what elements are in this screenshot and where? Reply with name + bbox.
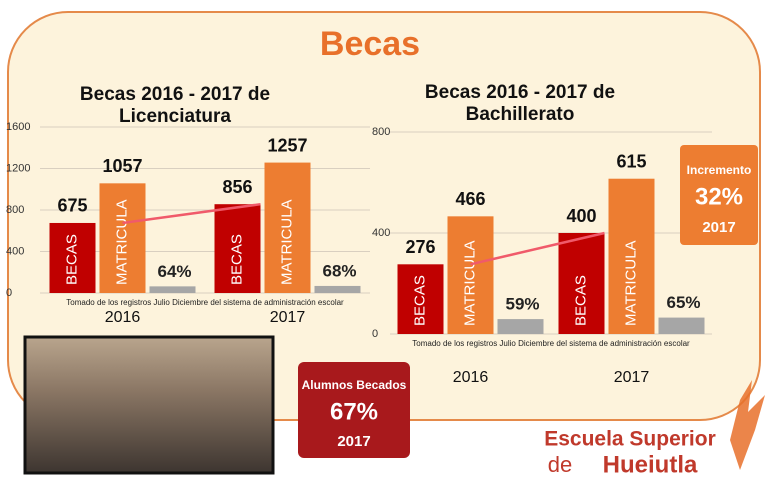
callout-value: 32% — [695, 183, 743, 210]
logo-mark — [730, 380, 765, 470]
x-tick-label: 2017 — [614, 369, 650, 386]
bar — [149, 286, 196, 293]
data-label: 276 — [405, 237, 435, 257]
y-tick-label: 800 — [372, 126, 390, 138]
y-tick-label: 800 — [6, 204, 24, 216]
bar — [658, 317, 705, 334]
y-tick-label: 1200 — [6, 162, 30, 174]
x-tick-label: 2016 — [105, 309, 141, 326]
bar — [214, 204, 261, 293]
bar-name: BECAS — [63, 234, 80, 285]
chart-title: Becas 2016 - 2017 de Licenciatura — [79, 84, 271, 127]
bar — [497, 319, 544, 334]
data-label: 64% — [157, 262, 191, 281]
trend-line — [122, 202, 261, 225]
chart-note: Tomado de los registros Julio Diciembre … — [66, 298, 344, 307]
page-title: Becas — [320, 25, 420, 63]
logo-text: Hueiutla — [603, 451, 698, 477]
callout-box — [298, 362, 410, 458]
data-label: 1257 — [267, 135, 307, 155]
y-tick-label: 1600 — [6, 121, 30, 133]
callout-year: 2017 — [337, 433, 370, 450]
bar — [608, 178, 655, 334]
photo — [23, 335, 275, 475]
callout-title: Alumnos Becados — [302, 378, 407, 392]
data-label: 675 — [57, 196, 87, 216]
bar-name: BECAS — [572, 275, 589, 326]
data-label: 466 — [455, 189, 485, 209]
bar-name: MATRICULA — [278, 199, 295, 285]
data-label: 615 — [616, 151, 646, 171]
logo-text: Escuela Superior — [544, 428, 716, 451]
x-tick-label: 2017 — [270, 309, 306, 326]
bar-name: BECAS — [228, 234, 245, 285]
logo-text: de — [548, 452, 572, 477]
bar — [397, 264, 444, 334]
data-label: 1057 — [102, 156, 142, 176]
chart-note: Tomado de los registros Julio Diciembre … — [412, 339, 690, 348]
bar-name: MATRICULA — [113, 199, 130, 285]
bar — [264, 162, 311, 293]
data-label: 65% — [666, 293, 700, 312]
y-tick-label: 400 — [372, 227, 390, 239]
x-tick-label: 2016 — [453, 369, 489, 386]
bar — [49, 222, 96, 293]
callout-year: 2017 — [702, 219, 735, 236]
callout-value: 67% — [330, 398, 378, 425]
data-label: 59% — [505, 295, 539, 314]
bar — [558, 233, 605, 334]
bar-name: MATRICULA — [461, 240, 478, 326]
bar — [447, 216, 494, 334]
y-tick-label: 0 — [6, 287, 12, 299]
data-label: 400 — [566, 206, 596, 226]
data-label: 68% — [322, 261, 356, 280]
bar — [314, 285, 361, 293]
callout-title: Incremento — [687, 163, 752, 177]
callout-box — [680, 145, 758, 245]
chart-title: Becas 2016 - 2017 de Bachillerato — [424, 82, 616, 125]
y-tick-label: 0 — [372, 328, 378, 340]
y-tick-label: 400 — [6, 245, 24, 257]
bar-name: MATRICULA — [622, 240, 639, 326]
bar-name: BECAS — [411, 275, 428, 326]
trend-line — [470, 231, 605, 266]
data-label: 856 — [222, 177, 252, 197]
bar — [99, 183, 146, 293]
